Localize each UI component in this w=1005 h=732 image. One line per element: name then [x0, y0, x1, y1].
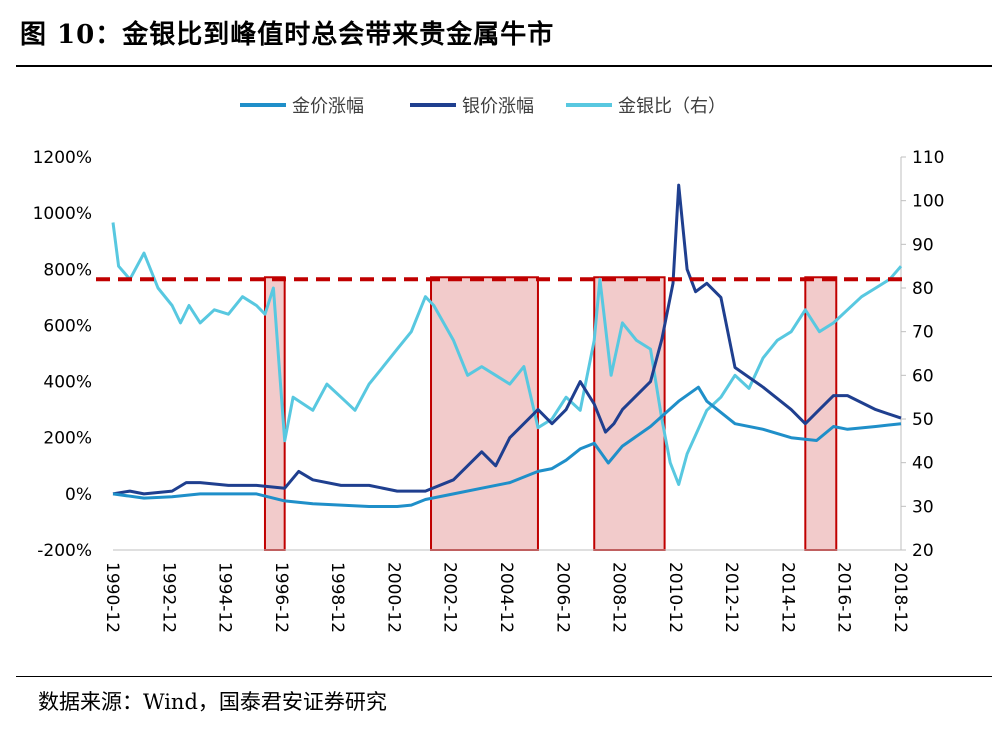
- y-right-tick-label: 20: [912, 541, 934, 561]
- x-tick-label: 2018-12: [890, 562, 910, 633]
- x-tick-label: 1990-12: [102, 562, 122, 633]
- source-rule: [16, 676, 992, 677]
- y-left-tick-label: 400%: [43, 373, 92, 393]
- highlight-box: [430, 276, 539, 551]
- series-line: [111, 222, 903, 486]
- y-axis-right: 20 30 40 50 60 70 80 90 100 110: [900, 148, 944, 561]
- series-line: [112, 385, 902, 508]
- y-right-tick-label: 90: [912, 235, 934, 255]
- y-left-tick-label: 600%: [43, 316, 92, 336]
- y-left-tick-label: 1000%: [33, 204, 92, 224]
- legend-label: 金银比（右）: [618, 96, 726, 117]
- x-tick-label: 1994-12: [215, 562, 235, 633]
- y-left-tick-label: -200%: [37, 541, 92, 561]
- y-left-tick-label: 200%: [43, 429, 92, 449]
- y-right-tick-label: 40: [912, 454, 934, 474]
- x-tick-label: 1992-12: [158, 562, 178, 633]
- series-line: [112, 183, 902, 496]
- highlight-periods: [263, 276, 838, 551]
- legend: 金价涨幅 银价涨幅 金银比（右）: [240, 96, 726, 117]
- x-tick-label: 2012-12: [721, 562, 741, 633]
- x-tick-label: 2006-12: [552, 562, 572, 633]
- y-axis-left: -200% 0% 200% 400% 600% 800% 1000% 1200%: [33, 148, 92, 561]
- y-right-tick-label: 70: [912, 323, 934, 343]
- x-tick-label: 2010-12: [665, 562, 685, 633]
- figure-source: 数据来源：Wind，国泰君安证券研究: [38, 690, 387, 714]
- x-tick-label: 2016-12: [834, 562, 854, 633]
- y-right-tick-label: 30: [912, 497, 934, 517]
- y-left-tick-label: 800%: [43, 260, 92, 280]
- y-left-tick-label: 1200%: [33, 148, 92, 168]
- x-tick-label: 1998-12: [327, 562, 347, 633]
- chart: 金价涨幅 银价涨幅 金银比（右） -200% 0% 200% 400% 600% 800% 10…: [33, 96, 945, 633]
- y-right-tick-label: 110: [912, 148, 944, 168]
- y-right-tick-label: 60: [912, 366, 934, 386]
- y-right-tick-label: 80: [912, 279, 934, 299]
- legend-label: 金价涨幅: [292, 96, 364, 117]
- legend-label: 银价涨幅: [462, 96, 534, 117]
- x-tick-label: 2008-12: [609, 562, 629, 633]
- x-axis: 1990-12 1992-12 1994-12 1996-12 1998-12 2000-…: [102, 549, 910, 633]
- figure-title: 图 10：金银比到峰值时总会带来贵金属牛市: [20, 20, 555, 50]
- series-lines: [111, 183, 903, 508]
- x-tick-label: 2000-12: [383, 562, 403, 633]
- y-right-tick-label: 100: [912, 192, 944, 212]
- x-tick-label: 2014-12: [777, 562, 797, 633]
- y-left-tick-label: 0%: [65, 485, 92, 505]
- x-tick-label: 2002-12: [440, 562, 460, 633]
- x-tick-label: 1996-12: [271, 562, 291, 633]
- title-rule: [16, 65, 992, 67]
- y-right-tick-label: 50: [912, 410, 934, 430]
- x-tick-label: 2004-12: [496, 562, 516, 633]
